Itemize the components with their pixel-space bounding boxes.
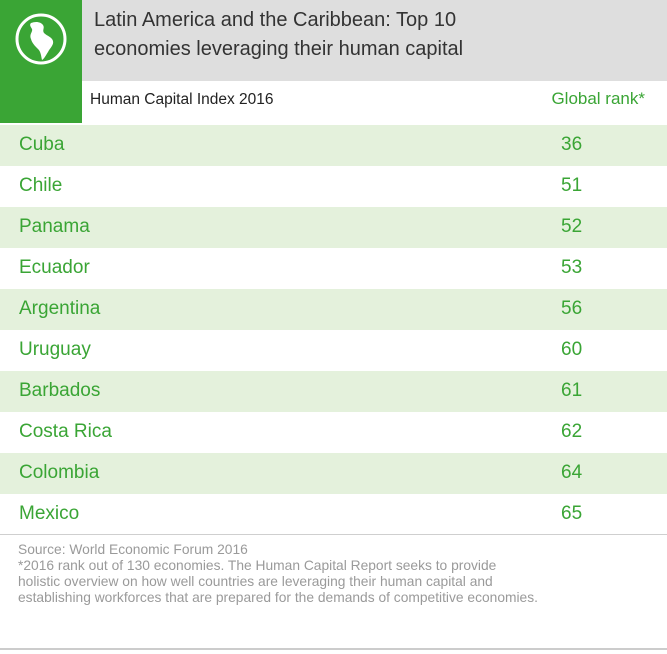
table-row: Panama 52 — [0, 207, 667, 248]
country-name: Mexico — [19, 503, 80, 524]
global-rank-value: 53 — [561, 257, 583, 278]
chart-title-line-1: Latin America and the Caribbean: Top 10 — [94, 9, 457, 31]
table-row: Chile 51 — [0, 166, 667, 207]
country-name: Cuba — [19, 134, 65, 155]
global-rank-value: 36 — [561, 134, 583, 155]
table-row: Cuba 36 — [0, 125, 667, 166]
table-row: Mexico 65 — [0, 494, 667, 535]
global-rank-value: 51 — [561, 175, 583, 196]
global-rank-value: 61 — [561, 380, 583, 401]
global-rank-value: 62 — [561, 421, 583, 442]
global-rank-value: 60 — [561, 339, 583, 360]
table-row: Ecuador 53 — [0, 248, 667, 289]
country-name: Costa Rica — [19, 421, 112, 442]
global-rank-value: 64 — [561, 462, 583, 483]
global-rank-value: 52 — [561, 216, 583, 237]
table-row: Barbados 61 — [0, 371, 667, 412]
logo-block — [0, 0, 82, 123]
footer-notes: Source: World Economic Forum 2016 *2016 … — [18, 542, 658, 606]
table-row: Colombia 64 — [0, 453, 667, 494]
country-name: Argentina — [19, 298, 101, 319]
table-row: Costa Rica 62 — [0, 412, 667, 453]
footnote-line-3: establishing workforces that are prepare… — [18, 590, 538, 605]
chart-subtitle: Human Capital Index 2016 — [90, 91, 274, 108]
rank-column-header: Global rank* — [551, 89, 645, 108]
chart-header: Latin America and the Caribbean: Top 10 … — [0, 0, 667, 123]
table-row: Argentina 56 — [0, 289, 667, 330]
bottom-rule — [0, 648, 667, 650]
source-text: Source: World Economic Forum 2016 — [18, 542, 248, 557]
footer-divider — [0, 534, 667, 535]
country-name: Ecuador — [19, 257, 90, 278]
title-band — [0, 0, 667, 81]
table-row: Uruguay 60 — [0, 330, 667, 371]
globe-americas-icon — [15, 13, 67, 65]
chart-title-line-2: economies leveraging their human capital — [94, 38, 464, 60]
country-name: Barbados — [19, 380, 101, 401]
footnote-line-1: *2016 rank out of 130 economies. The Hum… — [18, 558, 497, 573]
country-name: Colombia — [19, 462, 100, 483]
country-name: Chile — [19, 175, 63, 196]
ranking-table: Cuba 36 Chile 51 Panama 52 Ecuador 53 Argentina 5… — [0, 125, 667, 535]
global-rank-value: 65 — [561, 503, 583, 524]
chart-title: Latin America and the Caribbean: Top 10 … — [94, 6, 654, 64]
country-name: Panama — [19, 216, 90, 237]
global-rank-value: 56 — [561, 298, 583, 319]
country-name: Uruguay — [19, 339, 91, 360]
footnote-line-2: holistic overview on how well countries … — [18, 574, 493, 589]
